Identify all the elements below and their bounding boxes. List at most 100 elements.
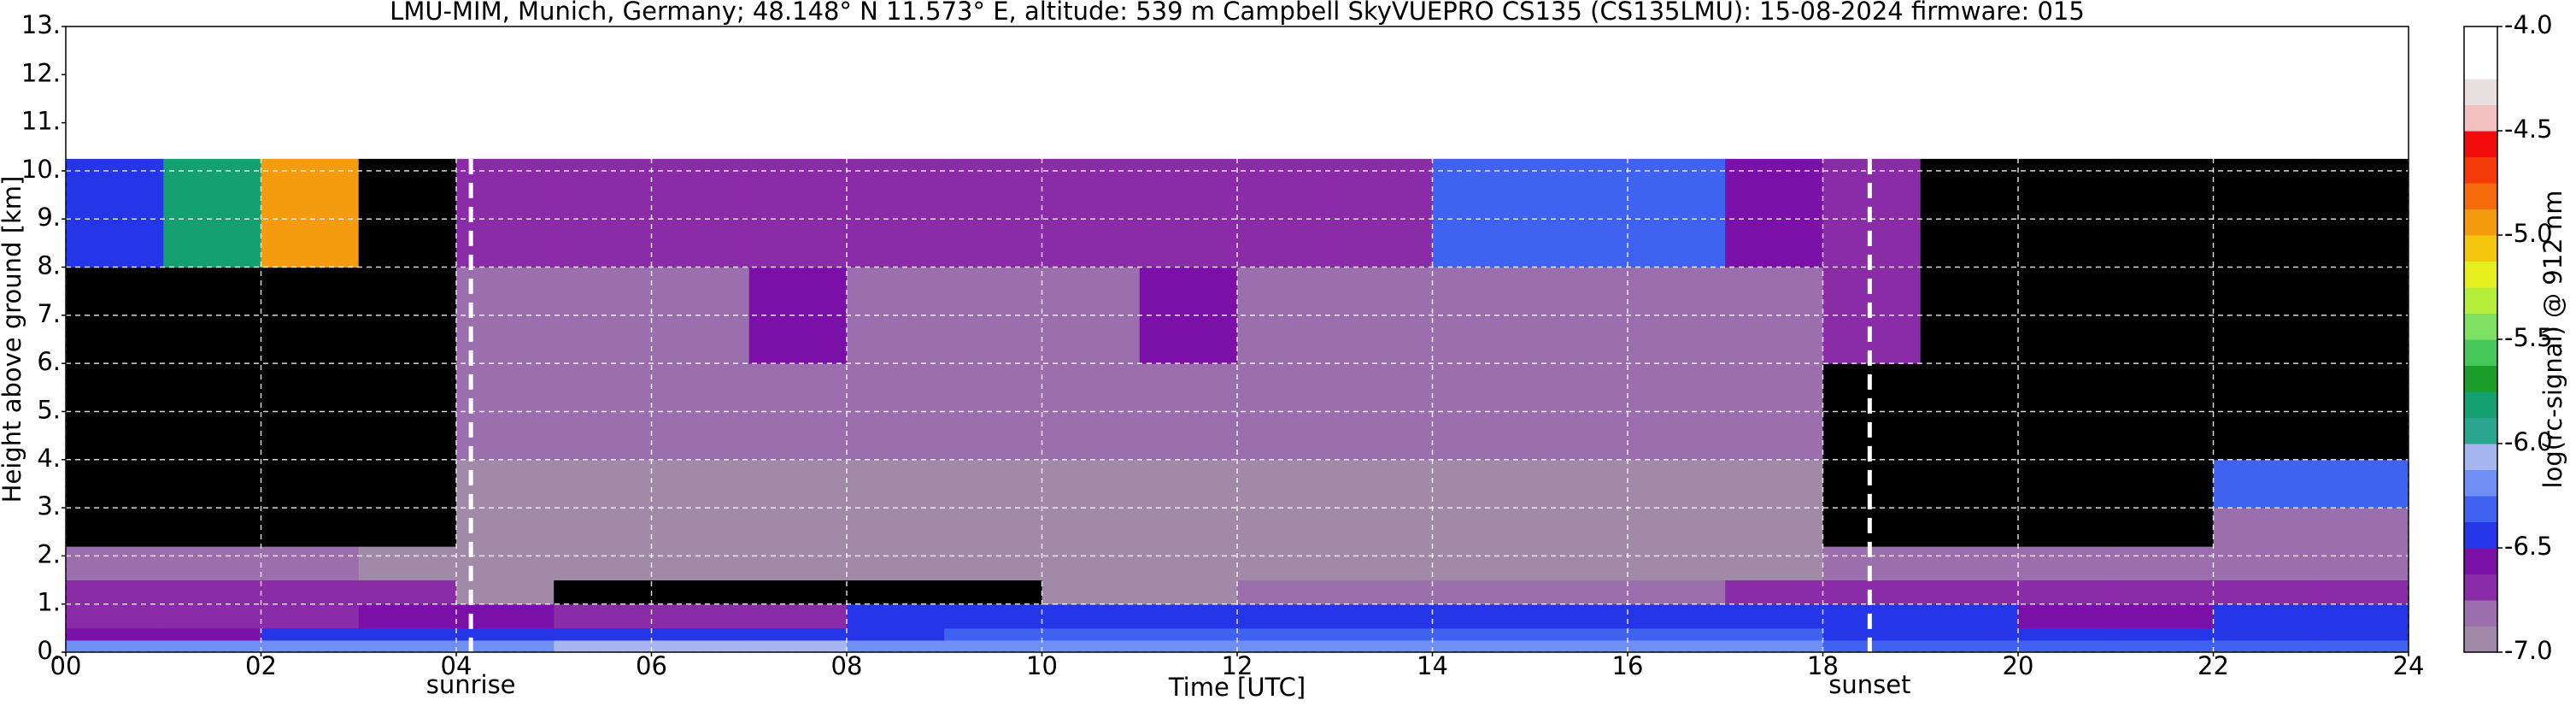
colorbar-tick-label: -6.0: [2504, 427, 2553, 456]
heatmap-cell: [1920, 580, 2019, 605]
heatmap-cell: [847, 508, 945, 547]
heatmap-cell: [944, 639, 1042, 653]
heatmap-cell: [261, 603, 360, 629]
colorbar-swatch: [2464, 26, 2497, 53]
heatmap-cell: [66, 603, 164, 629]
no-signal-cell: [1822, 459, 1922, 509]
heatmap-cell: [1725, 459, 1823, 509]
heatmap-cell: [1237, 508, 1335, 547]
no-signal-cell: [66, 508, 164, 547]
y-tick-label: 12.: [21, 58, 61, 87]
heatmap-cell: [944, 627, 1042, 641]
heatmap-cell: [748, 603, 848, 629]
heatmap-cell: [847, 627, 945, 641]
chart-title: LMU-MIM, Munich, Germany; 48.148° N 11.5…: [390, 0, 2085, 26]
heatmap-cell: [2115, 603, 2214, 629]
heatmap-cell: [651, 627, 750, 641]
colorbar-swatch: [2464, 313, 2497, 340]
heatmap-cell: [163, 546, 261, 581]
colorbar-swatch: [2464, 574, 2497, 601]
heatmap-cell: [1529, 158, 1628, 268]
heatmap-cell: [1529, 627, 1628, 641]
heatmap-cell: [748, 627, 848, 641]
heatmap-cell: [1237, 459, 1335, 509]
heatmap-cell: [2310, 603, 2409, 629]
no-signal-cell: [1920, 508, 2019, 547]
heatmap-cell: [1335, 603, 1433, 629]
colorbar-swatch: [2464, 548, 2497, 574]
heatmap-cell: [1529, 459, 1628, 509]
y-tick-label: 4.: [37, 444, 61, 473]
heatmap-cell: [1335, 580, 1433, 605]
colorbar-swatch: [2464, 261, 2497, 288]
heatmap-cell: [1628, 459, 1726, 509]
heatmap-cell: [1139, 508, 1238, 547]
heatmap-cell: [1920, 627, 2019, 641]
heatmap-cell: [651, 158, 750, 268]
colorbar-swatch: [2464, 417, 2497, 444]
heatmap-cell: [1822, 639, 1922, 653]
no-signal-cell: [2213, 158, 2312, 268]
heatmap-cell: [1042, 639, 1141, 653]
heatmap-cell: [1139, 580, 1238, 605]
y-tick-label: 8.: [37, 251, 61, 280]
event-label: sunrise: [426, 670, 516, 699]
no-signal-cell: [1920, 459, 2019, 509]
heatmap-cell: [847, 603, 945, 629]
heatmap-cell: [1725, 639, 1823, 653]
heatmap-cell: [1237, 639, 1335, 653]
y-tick-label: 10.: [21, 155, 61, 184]
heatmap-cell: [1628, 508, 1726, 547]
heatmap-cell: [1335, 459, 1433, 509]
colorbar-swatch: [2464, 626, 2497, 653]
heatmap-cell: [1725, 508, 1823, 547]
no-signal-cell: [163, 508, 261, 547]
heatmap-cell: [1725, 627, 1823, 641]
no-signal-cell: [2018, 158, 2116, 268]
heatmap-cell: [1432, 508, 1531, 547]
y-tick-label: 0.: [37, 636, 61, 665]
colorbar-swatch: [2464, 469, 2497, 497]
heatmap-cell: [1822, 546, 1922, 581]
heatmap-cell: [2018, 627, 2116, 641]
heatmap-cell: [2310, 639, 2409, 653]
heatmap-cell: [1432, 546, 1531, 581]
y-tick-label: 2.: [37, 539, 61, 568]
colorbar-tick-label: -5.5: [2504, 323, 2553, 352]
y-tick-label: 5.: [37, 395, 61, 424]
heatmap-cell: [1139, 627, 1238, 641]
no-signal-cell: [261, 459, 360, 509]
heatmap-cell: [944, 546, 1042, 581]
heatmap-cell: [1628, 627, 1726, 641]
heatmap-cell: [1725, 603, 1823, 629]
colorbar-swatch: [2464, 156, 2497, 184]
no-signal-cell: [1822, 508, 1922, 547]
heatmap-cell: [1529, 546, 1628, 581]
heatmap-cell: [1628, 546, 1726, 581]
no-signal-cell: [66, 459, 164, 509]
y-tick-label: 1.: [37, 588, 61, 617]
colorbar-tick-label: -4.5: [2504, 115, 2553, 144]
heatmap-cell: [2213, 639, 2312, 653]
heatmap-cell: [66, 639, 164, 653]
heatmap-cell: [1920, 639, 2019, 653]
no-signal-cell: [847, 580, 945, 605]
heatmap-cell: [358, 639, 457, 653]
heatmap-cell: [358, 580, 457, 605]
heatmap-cell: [1237, 580, 1335, 605]
heatmap-cell: [1432, 603, 1531, 629]
heatmap-cell: [1335, 158, 1433, 268]
colorbar-tick-label: -7.0: [2504, 636, 2553, 665]
y-tick-label: 13.: [21, 10, 61, 39]
heatmap-cell: [1529, 508, 1628, 547]
heatmap-cell: [1725, 546, 1823, 581]
no-signal-cell: [651, 580, 750, 605]
heatmap-cell: [261, 627, 360, 641]
no-signal-cell: [358, 158, 457, 268]
heatmap-cell: [66, 158, 164, 268]
heatmap-cell: [944, 158, 1042, 268]
heatmap-cell: [1237, 603, 1335, 629]
heatmap-cell: [1042, 158, 1141, 268]
heatmap-cell: [1237, 158, 1335, 268]
colorbar-swatch: [2464, 365, 2497, 392]
